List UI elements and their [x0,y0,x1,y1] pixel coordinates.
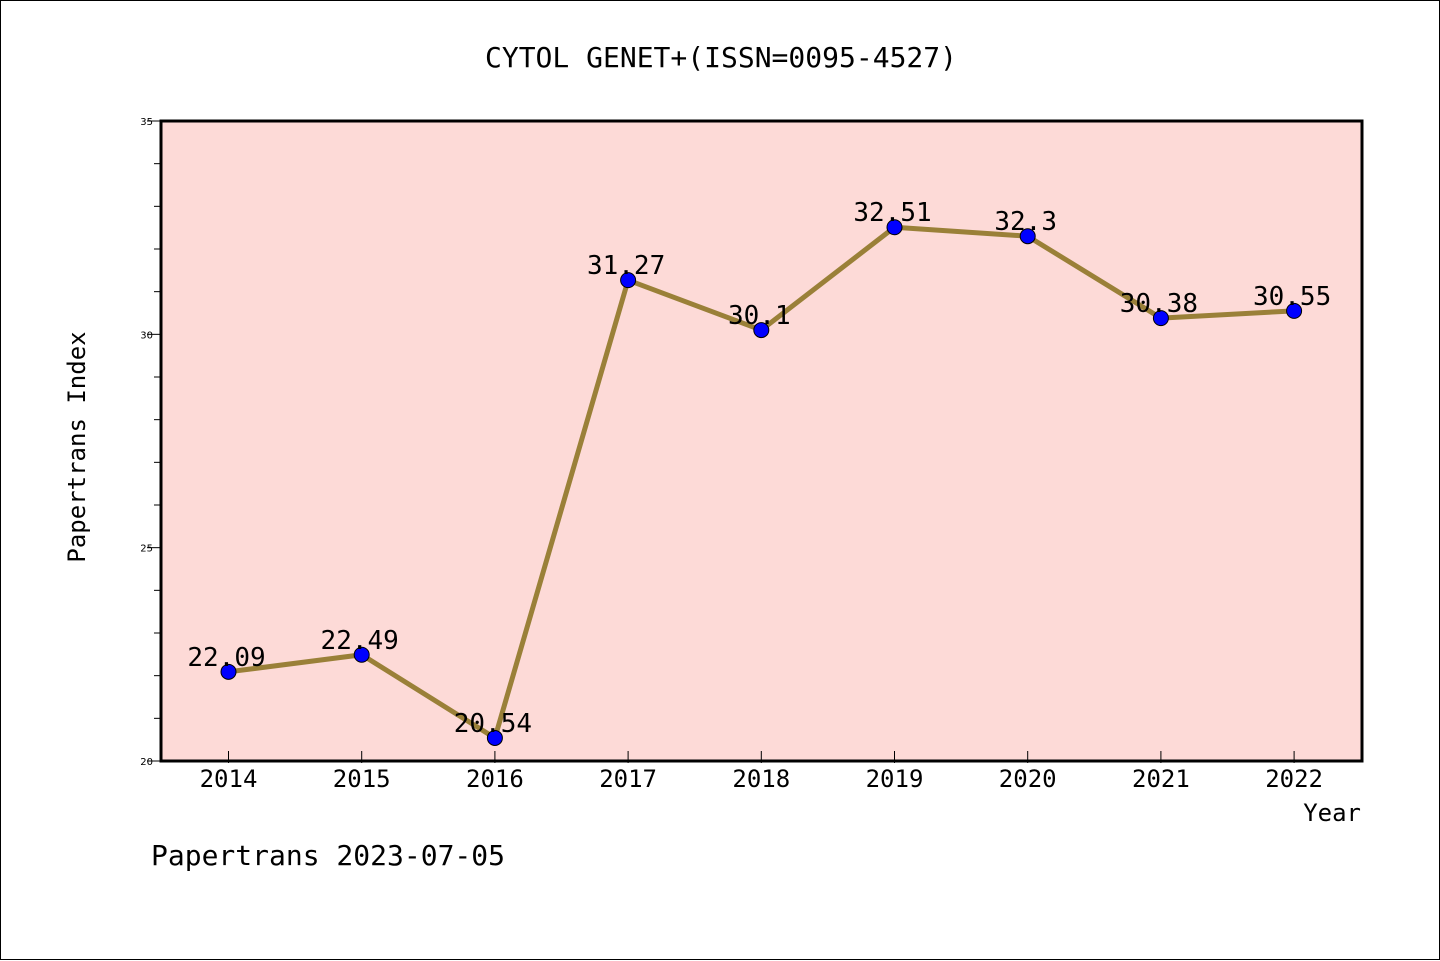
data-label: 22.09 [187,643,265,673]
data-label: 32.3 [994,207,1057,237]
data-label: 20.54 [454,709,532,739]
data-label: 30.55 [1253,282,1331,312]
y-tick-label: 35 [140,117,153,128]
plot-border [159,119,1364,763]
y-axis: 20 25 30 35 [140,117,161,768]
y-tick-label: 20 [140,757,153,768]
x-tick-label: 2019 [866,765,924,793]
x-axis-title: Year [1303,799,1361,827]
x-tick-label: 2021 [1132,765,1190,793]
data-point [1019,228,1036,245]
x-tick-label: 2016 [466,765,524,793]
series-layer: 22.09 22.49 20.54 31.27 30.1 32.51 32.3 30.38 30… [187,198,1331,746]
x-tick-label: 2020 [999,765,1057,793]
data-label: 30.1 [728,301,791,331]
data-point [220,663,237,680]
data-label: 30.38 [1120,289,1198,319]
x-tick-label: 2015 [333,765,391,793]
data-point [1286,302,1303,319]
y-tick-label: 30 [140,330,153,341]
data-point [486,729,503,746]
y-axis-title: Papertrans Index [63,331,91,562]
data-point [753,322,770,339]
x-tick-label: 2017 [599,765,657,793]
data-label: 22.49 [321,626,399,656]
x-tick-label: 2014 [200,765,258,793]
watermark-text: Papertrans 2023-07-05 [151,839,505,872]
data-label: 32.51 [853,198,931,228]
data-point [620,272,637,289]
x-tick-label: 2022 [1265,765,1323,793]
data-point [886,219,903,236]
data-point [353,646,370,663]
x-axis: 2014 2015 2016 2017 2018 2019 2020 2021 2022 [200,751,1323,793]
x-tick-label: 2018 [732,765,790,793]
chart-title: CYTOL GENET+(ISSN=0095-4527) [485,41,957,74]
data-point [1152,310,1169,327]
y-tick-label: 25 [140,544,153,555]
data-label: 31.27 [587,251,665,281]
plot-area [161,121,1362,761]
